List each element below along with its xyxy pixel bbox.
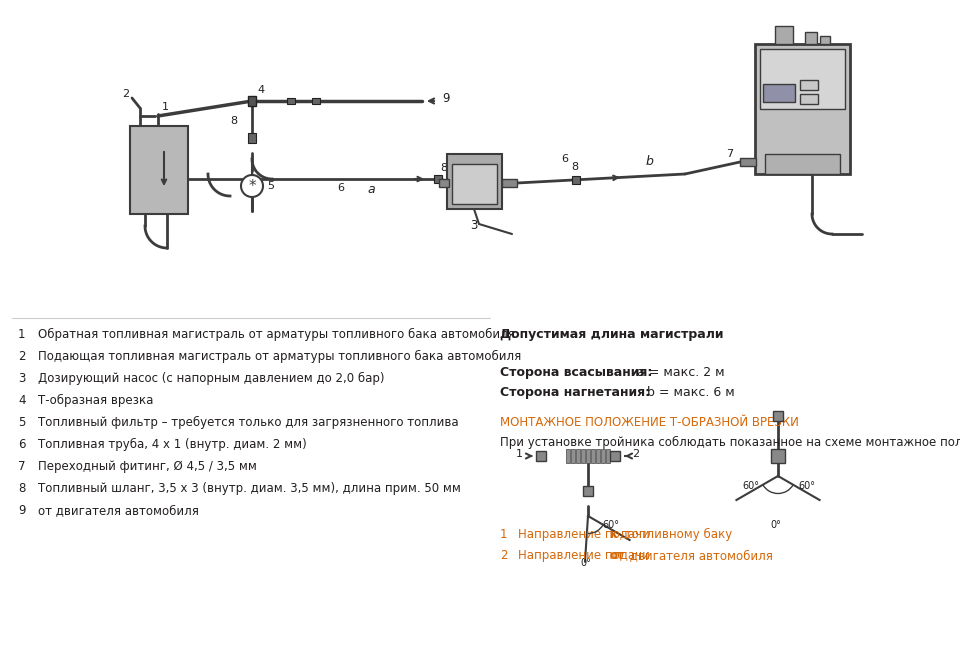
Text: 8: 8: [571, 162, 578, 172]
Text: a = макс. 2 м: a = макс. 2 м: [633, 366, 725, 379]
Bar: [571, 449, 575, 463]
Text: 1: 1: [162, 102, 169, 112]
Text: 60°: 60°: [798, 481, 815, 491]
Text: 2: 2: [632, 449, 639, 459]
Bar: [740, 158, 756, 166]
Text: 60°: 60°: [742, 481, 759, 491]
Text: топливному баку: топливному баку: [621, 528, 732, 541]
Bar: [572, 176, 580, 184]
Text: При установке тройника соблюдать показанное на схеме монтажное положение.: При установке тройника соблюдать показан…: [500, 436, 960, 449]
Text: 7: 7: [726, 149, 733, 159]
Bar: [536, 451, 546, 461]
Text: b: b: [646, 155, 654, 168]
Bar: [775, 26, 793, 44]
Text: 8: 8: [229, 116, 237, 126]
Bar: [566, 449, 570, 463]
Text: Обратная топливная магистраль от арматуры топливного бака автомобиля: Обратная топливная магистраль от арматур…: [38, 328, 515, 341]
Text: от: от: [610, 549, 625, 562]
Text: 2: 2: [18, 350, 26, 363]
Bar: [800, 80, 818, 90]
Text: 6: 6: [337, 183, 344, 193]
Text: 2: 2: [123, 89, 130, 99]
Bar: [312, 98, 320, 104]
Bar: [591, 449, 595, 463]
Bar: [452, 164, 497, 204]
Text: Подающая топливная магистраль от арматуры топливного бака автомобиля: Подающая топливная магистраль от арматур…: [38, 350, 521, 363]
Text: 5: 5: [18, 416, 25, 429]
Text: 3: 3: [18, 372, 25, 385]
Text: Топливная труба, 4 х 1 (внутр. диам. 2 мм): Топливная труба, 4 х 1 (внутр. диам. 2 м…: [38, 438, 307, 451]
Text: Дозирующий насос (с напорным давлением до 2,0 бар): Дозирующий насос (с напорным давлением д…: [38, 372, 385, 385]
Text: 7: 7: [18, 460, 26, 473]
Text: 8: 8: [18, 482, 25, 495]
Text: a: a: [367, 183, 374, 196]
Text: Направление подачи: Направление подачи: [518, 549, 654, 562]
Text: 4: 4: [257, 85, 264, 95]
Bar: [771, 449, 785, 463]
Circle shape: [241, 175, 263, 197]
Bar: [248, 133, 256, 143]
Bar: [130, 126, 188, 214]
Bar: [760, 49, 845, 109]
Bar: [447, 154, 502, 209]
Text: *: *: [249, 179, 255, 194]
Bar: [586, 449, 590, 463]
Bar: [502, 179, 517, 187]
Bar: [596, 449, 600, 463]
Text: Переходный фитинг, Ø 4,5 / 3,5 мм: Переходный фитинг, Ø 4,5 / 3,5 мм: [38, 460, 257, 473]
Text: 2: 2: [500, 549, 508, 562]
Bar: [805, 32, 817, 44]
Bar: [434, 175, 442, 183]
Text: 6: 6: [18, 438, 26, 451]
Text: 1: 1: [516, 449, 523, 459]
Bar: [439, 179, 449, 187]
Bar: [248, 96, 256, 106]
Bar: [610, 451, 620, 461]
Text: b = макс. 6 м: b = макс. 6 м: [643, 386, 734, 399]
Text: 8: 8: [440, 163, 447, 173]
Bar: [800, 94, 818, 104]
Text: от двигателя автомобиля: от двигателя автомобиля: [38, 504, 199, 517]
Text: двигателя автомобиля: двигателя автомобиля: [626, 549, 773, 562]
Bar: [606, 449, 610, 463]
Text: 4: 4: [18, 394, 26, 407]
Bar: [755, 44, 850, 174]
Bar: [576, 449, 580, 463]
Bar: [763, 84, 795, 102]
Text: Сторона нагнетания:: Сторона нагнетания:: [500, 386, 650, 399]
Text: 0°: 0°: [580, 558, 590, 568]
Text: МОНТАЖНОЕ ПОЛОЖЕНИЕ Т-ОБРАЗНОЙ ВРЕЗКИ: МОНТАЖНОЕ ПОЛОЖЕНИЕ Т-ОБРАЗНОЙ ВРЕЗКИ: [500, 416, 799, 429]
Bar: [287, 98, 295, 104]
Text: Направление подачи: Направление подачи: [518, 528, 654, 541]
Text: Топливный фильтр – требуется только для загрязненного топлива: Топливный фильтр – требуется только для …: [38, 416, 459, 429]
Bar: [583, 486, 593, 496]
Text: 9: 9: [18, 504, 26, 517]
Text: Топливный шланг, 3,5 х 3 (внутр. диам. 3,5 мм), длина прим. 50 мм: Топливный шланг, 3,5 х 3 (внутр. диам. 3…: [38, 482, 461, 495]
Bar: [601, 449, 605, 463]
Text: к: к: [610, 528, 618, 541]
Text: 1: 1: [18, 328, 26, 341]
Bar: [765, 154, 840, 174]
Bar: [820, 36, 830, 44]
Text: 3: 3: [470, 219, 478, 232]
Bar: [581, 449, 585, 463]
Text: 1: 1: [500, 528, 508, 541]
Bar: [773, 411, 783, 421]
Text: Допустимая длина магистрали: Допустимая длина магистрали: [500, 328, 724, 341]
Text: 9: 9: [442, 92, 449, 105]
Text: Сторона всасывания:: Сторона всасывания:: [500, 366, 653, 379]
Text: 6: 6: [561, 154, 567, 164]
Text: 0°: 0°: [770, 520, 780, 530]
Text: 5: 5: [267, 181, 274, 191]
Text: Т-образная врезка: Т-образная врезка: [38, 394, 154, 407]
Text: 60°: 60°: [602, 520, 619, 530]
